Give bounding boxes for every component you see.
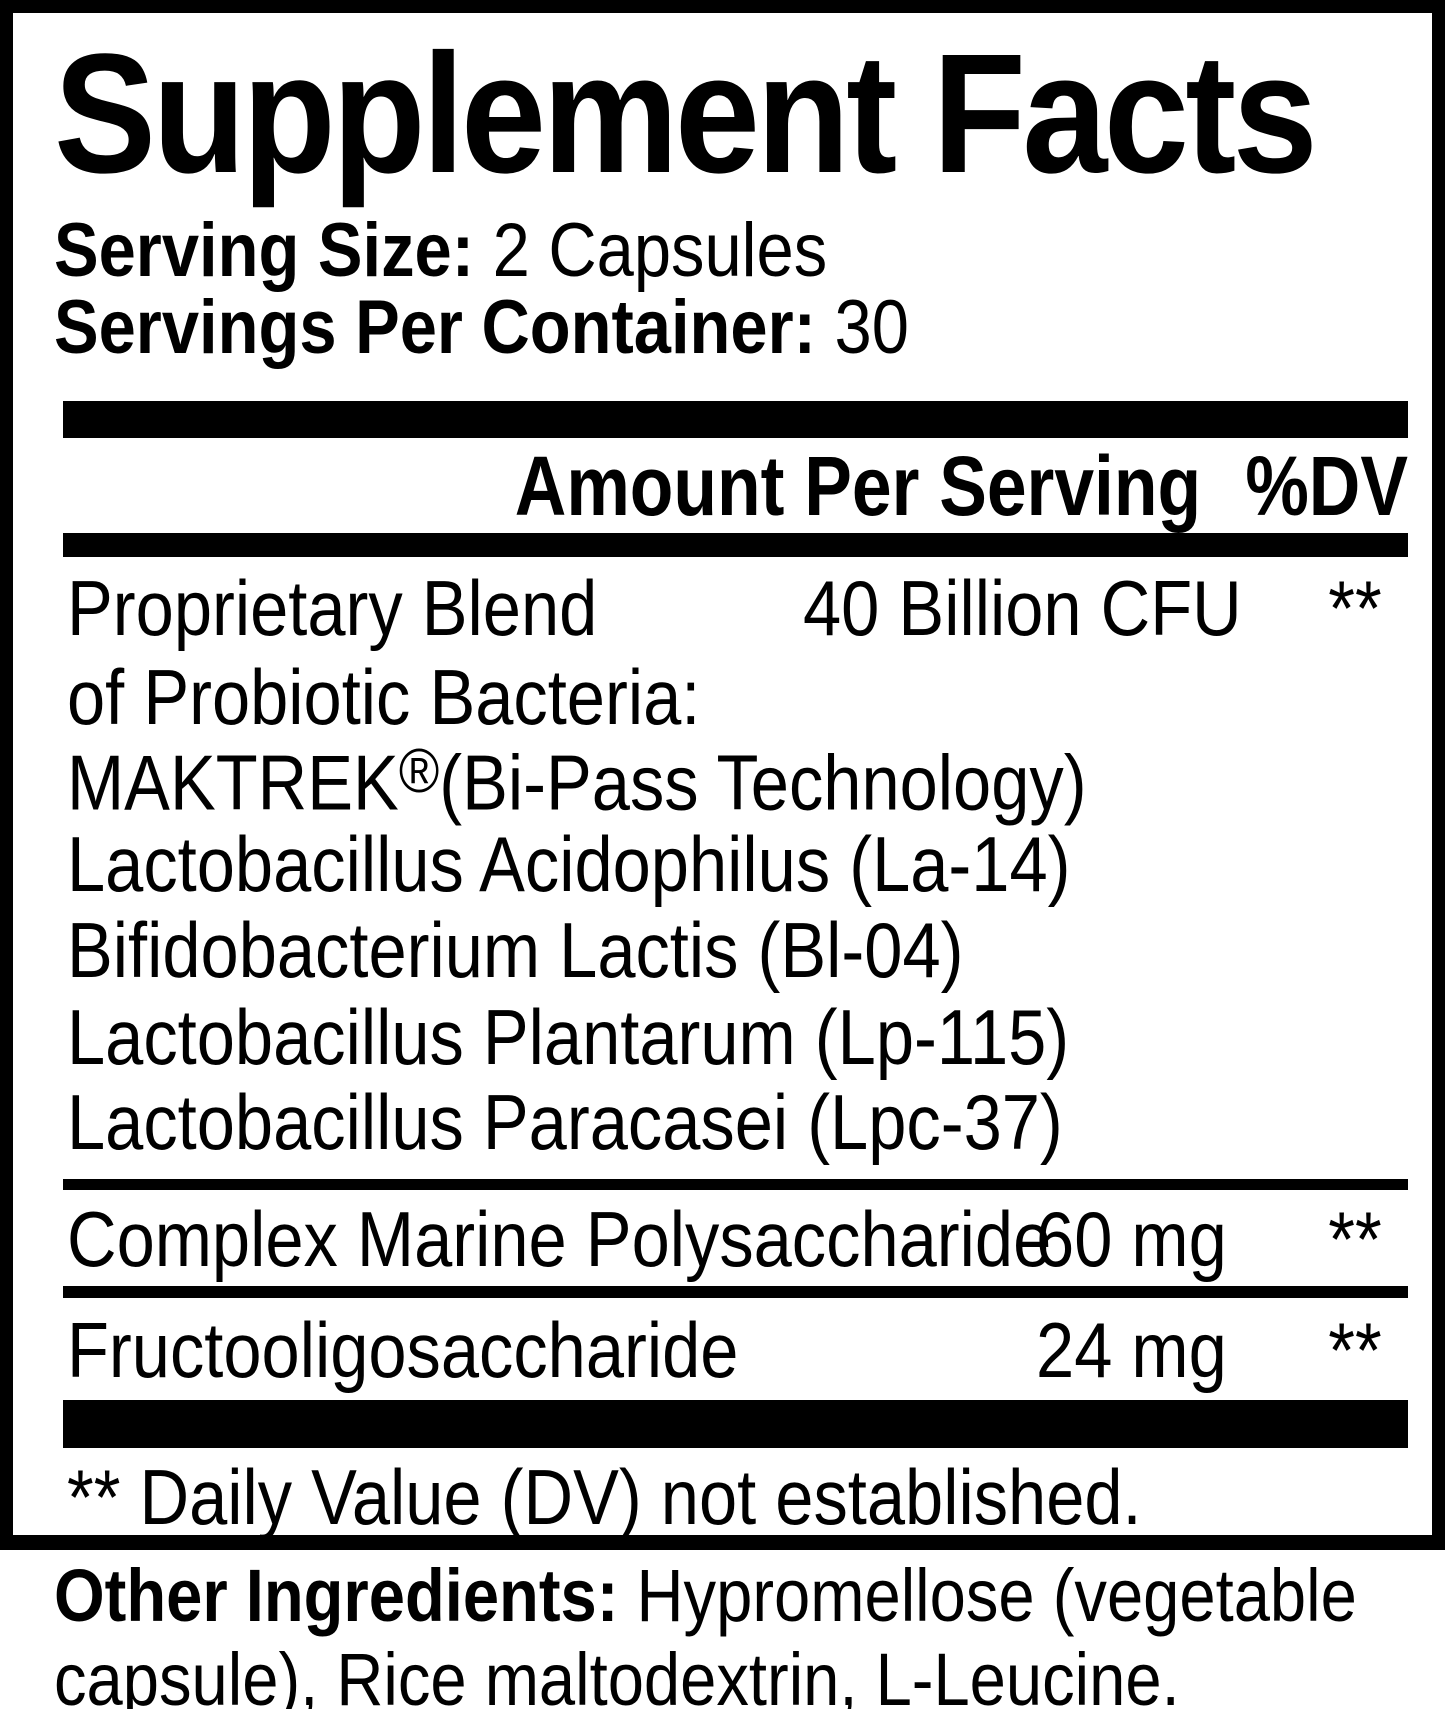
- servings-per-container-line: Servings Per Container: 30: [54, 290, 909, 366]
- ingredient-row-name: Fructooligosaccharide: [67, 1306, 739, 1394]
- serving-size-line: Serving Size: 2 Capsules: [54, 213, 827, 289]
- page-title: Supplement Facts: [54, 19, 1318, 209]
- serving-size-label: Serving Size:: [54, 208, 474, 293]
- daily-value-footnote: ** Daily Value (DV) not established.: [67, 1453, 1142, 1541]
- blend-line-bacteria: of Probiotic Bacteria:: [67, 653, 701, 741]
- blend-line-acidophilus: Lactobacillus Acidophilus (La-14): [67, 820, 1071, 908]
- blend-name: Proprietary Blend: [67, 564, 598, 652]
- maktrek-rest: (Bi-Pass Technology): [439, 738, 1087, 827]
- percent-dv-header: %DV: [1245, 439, 1408, 533]
- serving-size-spacer: [474, 208, 493, 293]
- rule-heavy-top: [63, 401, 1408, 438]
- ingredient-row-amount: 60 mg: [1036, 1195, 1227, 1283]
- blend-dv-asterisks: **: [1328, 564, 1382, 652]
- blend-amount: 40 Billion CFU: [803, 564, 1242, 652]
- servings-spacer: [816, 285, 835, 370]
- supplement-facts-box: Supplement Facts Serving Size: 2 Capsule…: [0, 0, 1445, 1550]
- maktrek-word: MAKTREK: [67, 738, 399, 827]
- blend-line-plantarum: Lactobacillus Plantarum (Lp-115): [67, 993, 1070, 1081]
- other-ingredients-paragraph: Other Ingredients: Hypromellose (vegetab…: [54, 1554, 1374, 1709]
- blend-line-paracasei: Lactobacillus Paracasei (Lpc-37): [67, 1078, 1063, 1166]
- rule-divider-2: [63, 1286, 1408, 1298]
- rule-heavy-bottom: [63, 1400, 1408, 1448]
- amount-per-serving-header: Amount Per Serving: [514, 439, 1202, 533]
- column-header-row: Amount Per Serving %DV: [265, 444, 1408, 528]
- other-ingredients-label: Other Ingredients:: [54, 1554, 619, 1637]
- servings-per-container-label: Servings Per Container:: [54, 285, 816, 370]
- servings-per-container-value: 30: [834, 285, 909, 370]
- ingredient-row-dv: **: [1328, 1306, 1382, 1394]
- ingredient-row-dv: **: [1328, 1195, 1382, 1283]
- ingredient-row-amount: 24 mg: [1036, 1306, 1227, 1394]
- other-ingredients-value: Hypromellose (vegetable capsule), Rice m…: [54, 1554, 1357, 1709]
- blend-line-bifidobacterium: Bifidobacterium Lactis (Bl-04): [67, 906, 964, 994]
- registered-trademark-icon: ®: [398, 737, 440, 806]
- serving-size-value: 2 Capsules: [492, 208, 828, 293]
- ingredient-row-name: Complex Marine Polysaccharide: [67, 1195, 1052, 1283]
- blend-line-maktrek: MAKTREK®(Bi-Pass Technology): [67, 740, 1087, 821]
- rule-divider-1: [63, 1179, 1408, 1190]
- rule-heavy-under-header: [63, 533, 1408, 557]
